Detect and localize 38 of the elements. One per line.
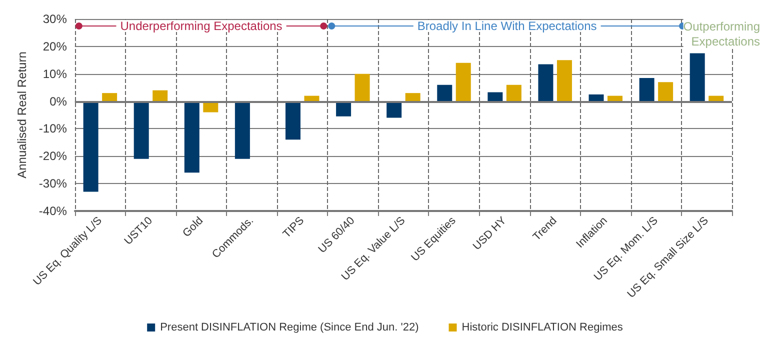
x-tick-label: USD HY (470, 214, 510, 253)
bar (304, 96, 320, 102)
y-tick-label: 10% (42, 66, 68, 81)
y-tick-label: -40% (38, 204, 68, 218)
y-tick-label: -20% (38, 149, 68, 164)
bar (690, 53, 705, 102)
y-axis-title: Annualised Real Return (15, 52, 29, 178)
bar (506, 84, 522, 102)
annotation: Broadly In Line With Expectations (417, 19, 597, 33)
bar (488, 92, 503, 102)
bar (134, 101, 149, 159)
legend-label: Historic DISINFLATION Regimes (462, 322, 624, 334)
bar (639, 78, 654, 102)
bar (538, 64, 554, 102)
bar (152, 90, 168, 102)
bar (234, 101, 250, 159)
annotation: Outperforming Expectations (683, 20, 760, 48)
y-tick-label: -30% (38, 176, 68, 191)
bar (456, 62, 471, 102)
bar (405, 93, 420, 102)
bar (83, 101, 98, 192)
bar (437, 84, 452, 102)
annotation: Underperforming Expectations (120, 19, 282, 33)
bar (658, 82, 674, 102)
bar (184, 101, 200, 173)
bar (608, 96, 623, 102)
legend-label: Present DISINFLATION Regime (Since End Jun. '22) (160, 322, 419, 334)
y-tick-label: 20% (42, 39, 68, 54)
bar (336, 101, 352, 116)
bar (102, 93, 118, 102)
bar (708, 96, 724, 102)
y-tick-label: 0% (50, 94, 68, 108)
bar (354, 74, 370, 102)
y-tick-label: -10% (38, 122, 68, 136)
bar (556, 60, 572, 102)
bar (588, 94, 604, 102)
bar (285, 101, 300, 140)
y-tick-label: 30% (42, 12, 68, 26)
